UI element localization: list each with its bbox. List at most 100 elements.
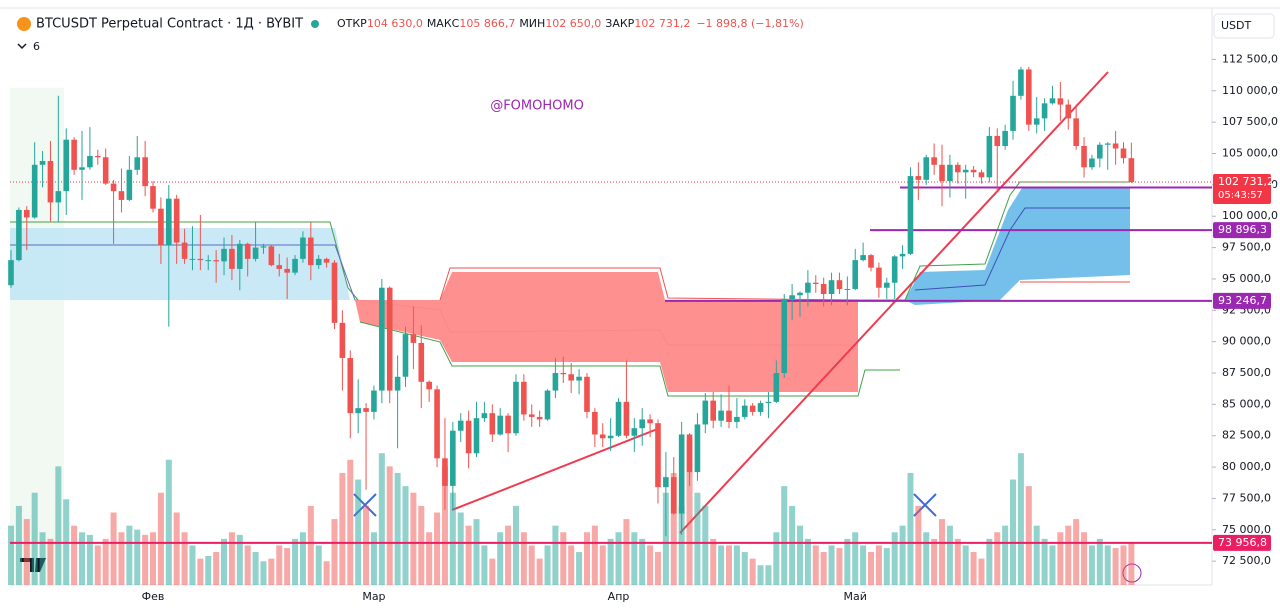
volume-bar: [307, 505, 314, 585]
candle-body: [631, 428, 638, 436]
candle-body: [39, 161, 46, 165]
candle-body: [734, 416, 740, 422]
candle-body: [836, 280, 843, 289]
candle-body: [457, 420, 464, 431]
candle-body: [189, 258, 196, 260]
candle-body: [87, 156, 93, 168]
volume-bar: [347, 459, 354, 585]
candle-body: [891, 256, 898, 283]
indicators-count[interactable]: 6: [33, 40, 40, 53]
volume-bar: [1049, 545, 1056, 585]
volume-bar: [252, 552, 259, 585]
candle-body: [655, 423, 661, 488]
volume-bar: [820, 552, 827, 585]
candle-body: [213, 260, 219, 262]
volume-bar: [1002, 525, 1009, 585]
candle-body: [371, 390, 377, 412]
ohlc-value: 104 630,0: [367, 17, 423, 30]
y-tick-label: 100 000,0: [1222, 209, 1278, 222]
volume-bar: [852, 532, 859, 585]
volume-bar: [118, 532, 125, 585]
price-tag-label: 73 956,8: [1218, 536, 1267, 549]
y-tick-label: 110 000,0: [1222, 84, 1278, 97]
y-tick-label: 82 500,0: [1222, 429, 1271, 442]
volume-bar: [268, 558, 275, 585]
candle-body: [23, 209, 30, 218]
candle-body: [55, 191, 62, 203]
band-edge: [359, 321, 900, 397]
volume-bar: [883, 548, 890, 585]
volume-bar: [804, 538, 811, 585]
candle-body: [418, 342, 425, 382]
volume-bar: [197, 558, 204, 585]
y-tick-label: 87 500,0: [1222, 366, 1271, 379]
candle-body: [1112, 143, 1119, 149]
candle-body: [300, 237, 306, 259]
volume-bar: [1096, 538, 1103, 585]
candle-body: [363, 408, 369, 412]
candle-body: [962, 169, 969, 173]
symbol[interactable]: BTCUSDT Perpetual Contract · 1Д · BYBIT: [36, 17, 303, 32]
symbol-icon: [17, 17, 31, 31]
candle-body: [402, 334, 409, 377]
volume-bar: [260, 561, 267, 585]
candle-body: [284, 268, 290, 273]
volume-bar: [150, 532, 157, 585]
volume-bar: [670, 472, 677, 585]
candle-body: [450, 430, 456, 486]
candle-body: [268, 246, 275, 266]
price-tag-label: 98 896,3: [1218, 223, 1267, 236]
volume-bar: [15, 505, 22, 585]
candle-body: [434, 389, 440, 459]
candle-body: [252, 247, 259, 259]
currency[interactable]: USDT: [1221, 19, 1252, 32]
candle-body: [883, 282, 890, 288]
currency-button[interactable]: [1213, 13, 1275, 39]
volume-bar: [378, 453, 385, 585]
volume-bar: [465, 525, 472, 585]
volume-bar: [94, 545, 101, 585]
volume-bar: [647, 545, 654, 585]
candle-body: [1018, 69, 1024, 96]
candle-body: [16, 209, 22, 261]
candle-body: [584, 376, 590, 412]
candle-body: [765, 401, 772, 404]
volume-bar: [1128, 542, 1135, 585]
candle-body: [678, 434, 685, 514]
candle-body: [465, 420, 472, 454]
volume-bar: [47, 538, 54, 585]
volume-bar: [410, 492, 417, 585]
candle-body: [907, 176, 914, 254]
candle-body: [331, 262, 338, 323]
candle-body: [852, 260, 859, 289]
volume-bar: [434, 512, 441, 585]
volume-bar: [489, 558, 496, 585]
y-tick-label: 95 000,0: [1222, 272, 1271, 285]
volume-bar: [923, 532, 930, 585]
candle-body: [757, 403, 764, 412]
volume-bar: [1088, 545, 1095, 585]
volume-bar: [718, 545, 725, 585]
candle-body: [308, 237, 314, 266]
volume-bar: [686, 440, 693, 585]
candle-body: [1065, 104, 1072, 119]
y-tick-label: 72 500,0: [1222, 554, 1271, 567]
ohlc-label: ОТКР: [337, 17, 367, 30]
candle-body: [110, 183, 117, 192]
price-tag-label: 93 246,7: [1218, 294, 1267, 307]
candle-body: [47, 161, 54, 203]
last-price-tag: [1213, 173, 1271, 204]
volume-bar: [836, 548, 843, 585]
volume-bar: [591, 525, 598, 585]
band: [10, 228, 350, 300]
candle-body: [599, 434, 606, 439]
volume-bar: [631, 532, 638, 585]
volume-bar: [221, 538, 228, 585]
candle-body: [607, 435, 614, 439]
candle-body: [521, 381, 527, 415]
volume-bar: [781, 486, 788, 585]
countdown: 05:43:57: [1218, 190, 1263, 201]
chevron[interactable]: [17, 43, 27, 50]
volume-bar: [710, 538, 717, 585]
candle-body: [576, 376, 582, 381]
